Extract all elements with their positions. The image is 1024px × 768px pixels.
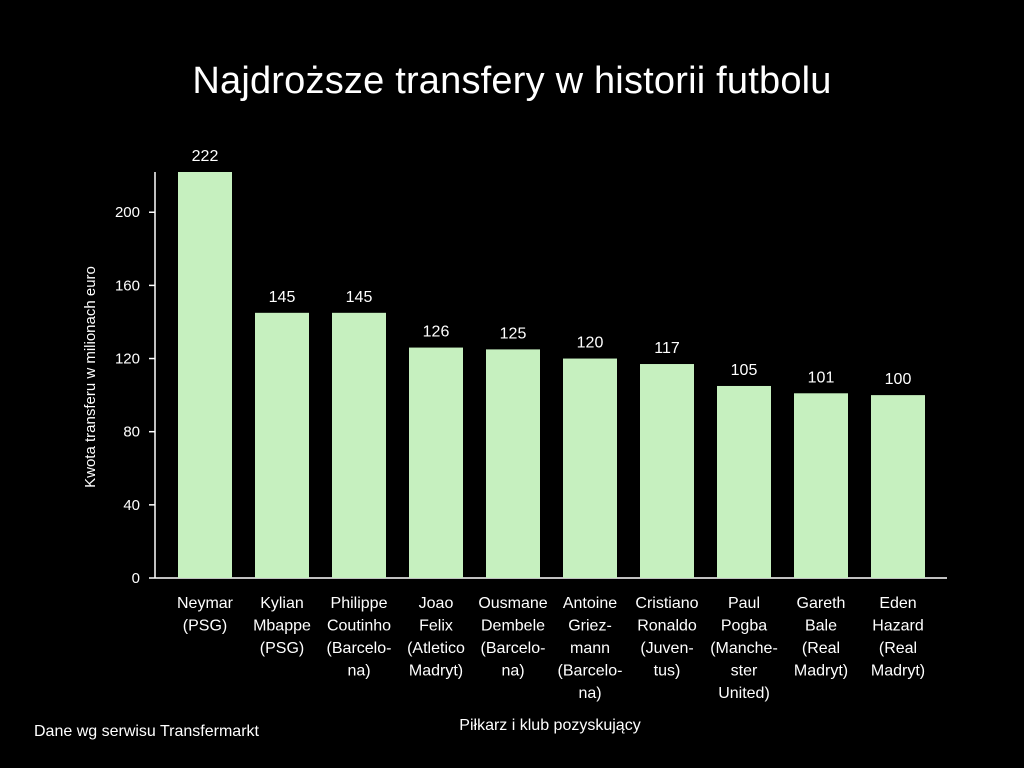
y-tick-label: 80 [123, 424, 140, 441]
y-tick-label: 120 [115, 351, 140, 368]
bars [178, 172, 925, 578]
bar [409, 347, 463, 578]
x-tick-label: Neymar (PSG) [177, 595, 234, 635]
x-tick-label: Joao Felix (Atletico Madryt) [407, 595, 465, 680]
bar [871, 395, 925, 578]
data-label: 145 [346, 289, 373, 306]
x-tick-label: Ousmane Dembele (Barcelo-na) [478, 595, 547, 680]
data-label: 126 [423, 324, 450, 341]
y-tick-label: 160 [115, 277, 140, 294]
data-label: 120 [577, 335, 604, 352]
x-tick-label: Philippe Coutinho (Barcelo-na) [327, 595, 392, 680]
x-axis-label: Piłkarz i klub pozyskujący [459, 717, 641, 734]
bar [717, 385, 771, 578]
data-label: 100 [885, 371, 912, 388]
x-tick-label: Eden Hazard (Real Madryt) [871, 595, 925, 680]
bar [486, 349, 540, 578]
x-tick-label: Cristiano Ronaldo (Juven-tus) [635, 595, 698, 680]
y-tick-label: 200 [115, 204, 140, 221]
x-tick-label: Antoine Griez-mann (Barcelo-na) [558, 595, 623, 702]
data-label: 117 [654, 340, 680, 357]
category-labels: Neymar (PSG) Kylian Mbappe (PSG) Philippe Cout… [177, 595, 925, 702]
x-tick-label: Kylian Mbappe (PSG) [253, 595, 311, 657]
x-tick-label: Gareth Bale (Real Madryt) [794, 595, 848, 680]
source-note: Dane wg serwisu Transfermarkt [34, 723, 259, 740]
y-axis-label: Kwota transferu w milionach euro [82, 266, 99, 488]
bar [794, 393, 848, 578]
bar [640, 364, 694, 578]
data-label: 105 [731, 362, 758, 379]
data-label: 145 [269, 289, 296, 306]
data-label: 101 [808, 369, 835, 386]
bar [332, 312, 386, 578]
bar [563, 358, 617, 578]
data-label: 222 [192, 148, 219, 165]
data-label: 125 [500, 325, 527, 342]
y-tick-label: 0 [132, 570, 140, 587]
value-labels: 222 145 145 126 125 120 117 105 101 100 [192, 148, 912, 388]
x-tick-label: Paul Pogba (Manche-ster United) [710, 595, 778, 702]
bar [255, 312, 309, 578]
bar [178, 172, 232, 578]
chart-title: Najdroższe transfery w historii futbolu [192, 60, 832, 102]
y-tick-label: 40 [123, 497, 140, 514]
